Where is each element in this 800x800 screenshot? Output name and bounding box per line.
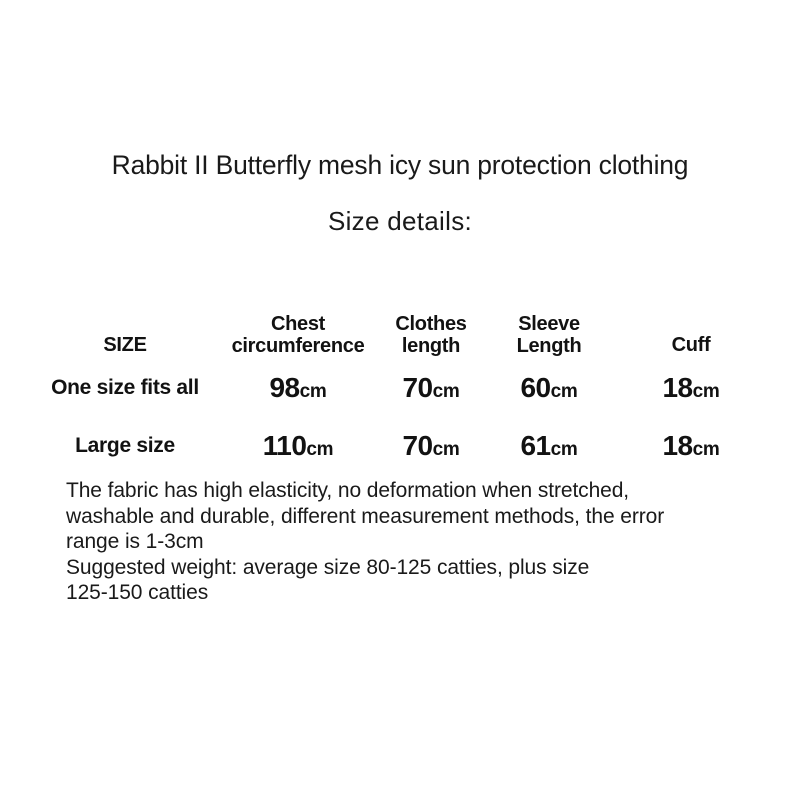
size-table-body: One size fits all 98cm 70cm 60cm 18cm La… <box>26 359 774 475</box>
note-line: range is 1-3cm <box>66 530 204 553</box>
unit-cuff-row2: cm <box>692 439 720 460</box>
unit-chest-row2: cm <box>306 439 334 460</box>
column-header-chest-line2: circumference <box>231 335 365 357</box>
cell-length-row1: 70cm <box>372 359 490 417</box>
column-header-length-line2: length <box>401 335 461 357</box>
column-header-size: SIZE <box>26 300 224 359</box>
column-header-sleeve-line1: Sleeve <box>518 313 580 335</box>
cell-cuff-row1: 18cm <box>608 359 774 417</box>
column-header-length-line1: Clothes <box>395 313 467 335</box>
size-table: SIZE Chest circumference Clothes length … <box>26 300 774 475</box>
note-line: The fabric has high elasticity, no defor… <box>66 479 630 502</box>
cell-sleeve-row2: 61cm <box>490 417 608 475</box>
table-row: Large size 110cm 70cm 61cm 18cm <box>26 417 774 475</box>
column-header-sleeve-line2: Length <box>516 335 582 357</box>
note-line: washable and durable, different measurem… <box>66 504 665 528</box>
value-cuff-row2: 18 <box>662 430 693 461</box>
column-header-sleeve-length: Sleeve Length <box>490 300 608 359</box>
size-table-header: SIZE Chest circumference Clothes length … <box>26 300 774 359</box>
column-header-clothes-length: Clothes length <box>372 300 490 359</box>
cell-length-row2: 70cm <box>372 417 490 475</box>
column-header-chest-circumference: Chest circumference <box>224 300 372 359</box>
value-cuff-row1: 18 <box>662 372 693 403</box>
column-header-cuff-line1: Cuff <box>671 334 711 356</box>
row-label-one-size: One size fits all <box>51 376 199 399</box>
note-line: 125-150 catties <box>66 581 209 604</box>
column-header-size-line1: SIZE <box>103 334 147 356</box>
unit-chest-row1: cm <box>299 381 327 402</box>
value-sleeve-row1: 60 <box>520 372 551 403</box>
table-row: One size fits all 98cm 70cm 60cm 18cm <box>26 359 774 417</box>
cell-chest-row2: 110cm <box>224 417 372 475</box>
table-header-row: SIZE Chest circumference Clothes length … <box>26 300 774 359</box>
cell-chest-row1: 98cm <box>224 359 372 417</box>
value-chest-row2: 110 <box>262 430 307 461</box>
value-chest-row1: 98 <box>269 372 300 403</box>
unit-sleeve-row1: cm <box>550 381 578 402</box>
row-label-large-size: Large size <box>75 434 175 457</box>
unit-sleeve-row2: cm <box>550 439 578 460</box>
value-length-row1: 70 <box>402 372 433 403</box>
unit-length-row1: cm <box>432 381 460 402</box>
fabric-notes: The fabric has high elasticity, no defor… <box>66 478 766 606</box>
cell-sleeve-row1: 60cm <box>490 359 608 417</box>
column-header-cuff: Cuff <box>608 300 774 359</box>
cell-cuff-row2: 18cm <box>608 417 774 475</box>
note-line: Suggested weight: average size 80-125 ca… <box>66 555 590 579</box>
size-details-subtitle: Size details: <box>327 206 473 236</box>
unit-length-row2: cm <box>432 439 460 460</box>
product-title: Rabbit II Butterfly mesh icy sun protect… <box>111 150 689 180</box>
value-length-row2: 70 <box>402 430 433 461</box>
value-sleeve-row2: 61 <box>520 430 551 461</box>
column-header-chest-line1: Chest <box>270 313 326 335</box>
unit-cuff-row1: cm <box>692 381 720 402</box>
